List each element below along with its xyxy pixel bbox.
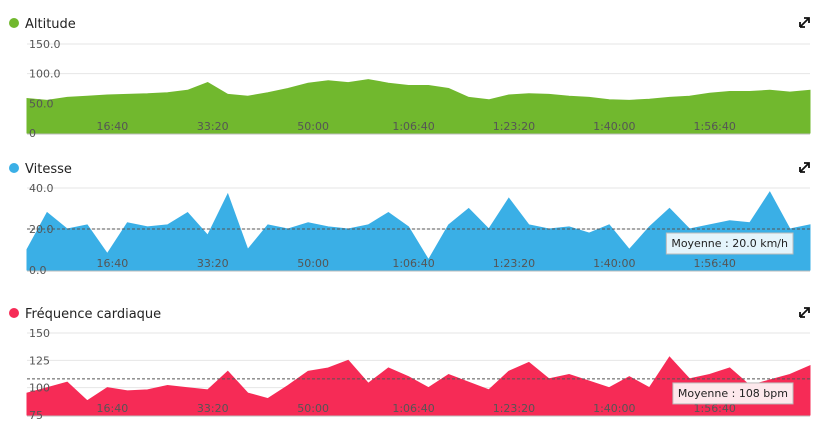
x-tick-label: 1:40:00 bbox=[593, 257, 635, 270]
x-tick-label: 1:56:40 bbox=[693, 120, 735, 133]
y-tick-label: 75 bbox=[29, 409, 43, 422]
expand-icons bbox=[799, 17, 810, 318]
x-tick-label: 50:00 bbox=[297, 402, 329, 415]
y-tick-label: 50.0 bbox=[29, 97, 54, 110]
mean-label: Moyenne : 20.0 km/h bbox=[671, 237, 788, 250]
x-tick-label: 1:56:40 bbox=[693, 257, 735, 270]
x-tick-label: 1:40:00 bbox=[593, 402, 635, 415]
mean-label-box bbox=[665, 232, 794, 255]
y-tick-label: 0 bbox=[29, 127, 36, 140]
x-tick-label: 1:23:20 bbox=[493, 402, 535, 415]
area bbox=[26, 191, 811, 271]
x-tick-label: 33:20 bbox=[197, 257, 229, 270]
area bbox=[26, 356, 811, 416]
y-tick-label: 0.0 bbox=[29, 264, 47, 277]
y-tick-label: 100 bbox=[29, 382, 50, 395]
x-tick-label: 16:40 bbox=[97, 120, 129, 133]
chart-title: Fréquence cardiaque bbox=[25, 307, 161, 322]
y-tick-label: 40.0 bbox=[29, 182, 54, 195]
expand-icon[interactable] bbox=[799, 162, 810, 173]
chart: Altitude 0 50.0 100.0 150.0 16:40 33:20 50:00 1:… bbox=[9, 17, 811, 140]
x-tick-label: 1:06:40 bbox=[392, 402, 434, 415]
x-tick-label: 50:00 bbox=[297, 120, 329, 133]
x-tick-label: 1:40:00 bbox=[593, 120, 635, 133]
x-tick-label: 16:40 bbox=[97, 257, 129, 270]
x-tick-label: 33:20 bbox=[197, 120, 229, 133]
x-tick-label: 1:23:20 bbox=[493, 257, 535, 270]
y-tick-label: 150 bbox=[29, 327, 50, 340]
chart-title: Vitesse bbox=[25, 162, 72, 177]
x-tick-label: 1:06:40 bbox=[392, 257, 434, 270]
mean-label: Moyenne : 108 bpm bbox=[678, 387, 788, 400]
x-tick-label: 16:40 bbox=[97, 402, 129, 415]
x-tick-label: 1:06:40 bbox=[392, 120, 434, 133]
x-tick-label: 50:00 bbox=[297, 257, 329, 270]
expand-icon[interactable] bbox=[799, 17, 810, 28]
expand-icon[interactable] bbox=[799, 307, 810, 318]
x-tick-label: 1:56:40 bbox=[693, 402, 735, 415]
chart-title: Altitude bbox=[25, 17, 76, 32]
legend-dot bbox=[9, 163, 19, 173]
chart: Vitesse 0.0 20.0 40.0 16:40 33:20 50:00 1:06:40… bbox=[9, 162, 811, 277]
area bbox=[26, 79, 811, 134]
mean-label-box bbox=[672, 382, 794, 405]
y-tick-label: 125 bbox=[29, 354, 50, 367]
legend-dot bbox=[9, 308, 19, 318]
y-tick-label: 20.0 bbox=[29, 223, 54, 236]
chart: Fréquence cardiaque 75 100 125 150 16:40 33:20… bbox=[9, 307, 811, 422]
x-tick-label: 33:20 bbox=[197, 402, 229, 415]
legend-dot bbox=[9, 18, 19, 28]
x-tick-label: 1:23:20 bbox=[493, 120, 535, 133]
y-tick-label: 150.0 bbox=[29, 38, 61, 51]
y-tick-label: 100.0 bbox=[29, 68, 61, 81]
